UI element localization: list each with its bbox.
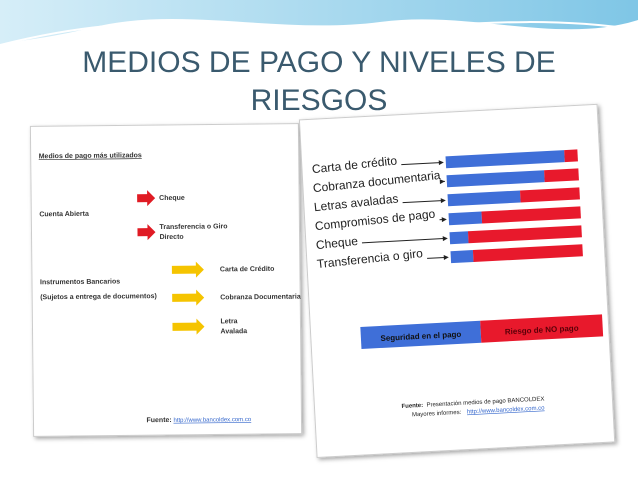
legend-label: Seguridad en el pago — [380, 330, 461, 343]
item-label: Avalada — [221, 328, 248, 335]
header-wave — [0, 0, 638, 45]
group-note: (Sujetos a entrega de documentos) — [40, 293, 157, 301]
source-label: Fuente: — [146, 417, 171, 424]
row-arrow-head — [438, 160, 444, 166]
risk-bar — [481, 206, 581, 224]
security-bar — [445, 150, 565, 169]
row-arrow — [361, 238, 444, 244]
legend-security — [360, 320, 482, 349]
arrow — [172, 318, 205, 335]
item-label: Directo — [160, 234, 184, 241]
security-bar — [448, 211, 483, 226]
wave-line — [0, 21, 638, 46]
row-arrow-head — [443, 255, 449, 261]
row-arrow-head — [440, 198, 446, 204]
row-arrow-head — [439, 179, 445, 185]
row-arrow — [427, 257, 445, 259]
row-arrow-head — [442, 236, 448, 242]
panel-heading: Medios de pago más utilizados — [39, 152, 142, 160]
row-arrow-head — [441, 217, 447, 223]
risk-bar — [467, 225, 582, 244]
arrow — [137, 190, 156, 207]
risk-bar — [564, 149, 578, 163]
arrow — [137, 224, 156, 241]
panel-frame — [29, 123, 303, 437]
source-label: Fuente: — [401, 403, 423, 410]
legend-risk — [480, 314, 604, 343]
left-panel: Medios de pago más utilizados Cuenta Abi… — [29, 123, 303, 437]
row-arrow — [402, 200, 442, 204]
source-url: http://www.bancoldex.com.co — [173, 417, 251, 424]
more-label: Mayores informes: — [412, 410, 462, 419]
arrow — [171, 261, 204, 278]
risk-bar — [520, 187, 580, 203]
risk-bar — [472, 244, 583, 263]
row-arrow — [401, 162, 440, 166]
more-url: http://www.bancoldex.com.co — [467, 405, 546, 415]
item-label: Cobranza Documentaria — [220, 294, 301, 302]
row-label: Cheque — [315, 234, 359, 252]
title-line: RIESGOS — [251, 84, 388, 117]
right-panel: Fuente: Presentación medios de pago BANC… — [298, 103, 616, 458]
security-bar — [446, 170, 545, 188]
item-label: Cheque — [159, 195, 185, 202]
security-bar — [447, 190, 521, 207]
legend-label: Riesgo de NO pago — [505, 324, 579, 337]
security-bar — [449, 231, 469, 245]
item-label: Carta de Crédito — [220, 266, 275, 274]
security-bar — [450, 250, 474, 264]
group-label: Instrumentos Bancarios — [40, 278, 120, 286]
title-line: MEDIOS DE PAGO Y NIVELES DE — [82, 46, 555, 79]
group-label: Cuenta Abierta — [39, 211, 89, 219]
risk-bar — [544, 168, 579, 183]
arrow — [172, 289, 205, 306]
item-label: Letra — [220, 318, 237, 325]
item-label: Transferencia o Giro — [159, 223, 227, 231]
